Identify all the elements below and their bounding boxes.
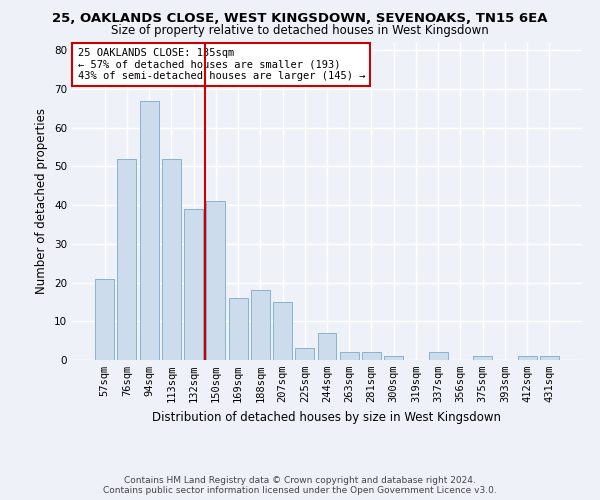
Bar [384,356,403,360]
Y-axis label: Number of detached properties: Number of detached properties [35,108,49,294]
Bar [295,348,314,360]
Bar [95,278,114,360]
Bar [251,290,270,360]
Text: Contains HM Land Registry data © Crown copyright and database right 2024.
Contai: Contains HM Land Registry data © Crown c… [103,476,497,495]
Bar [473,356,492,360]
Bar [340,352,359,360]
Bar [118,158,136,360]
Bar [540,356,559,360]
Text: 25, OAKLANDS CLOSE, WEST KINGSDOWN, SEVENOAKS, TN15 6EA: 25, OAKLANDS CLOSE, WEST KINGSDOWN, SEVE… [52,12,548,26]
Bar [518,356,536,360]
X-axis label: Distribution of detached houses by size in West Kingsdown: Distribution of detached houses by size … [152,410,502,424]
Text: 25 OAKLANDS CLOSE: 135sqm
← 57% of detached houses are smaller (193)
43% of semi: 25 OAKLANDS CLOSE: 135sqm ← 57% of detac… [77,48,365,82]
Bar [362,352,381,360]
Bar [229,298,248,360]
Bar [184,209,203,360]
Bar [140,100,158,360]
Bar [162,158,181,360]
Text: Size of property relative to detached houses in West Kingsdown: Size of property relative to detached ho… [111,24,489,37]
Bar [429,352,448,360]
Bar [273,302,292,360]
Bar [317,333,337,360]
Bar [206,201,225,360]
